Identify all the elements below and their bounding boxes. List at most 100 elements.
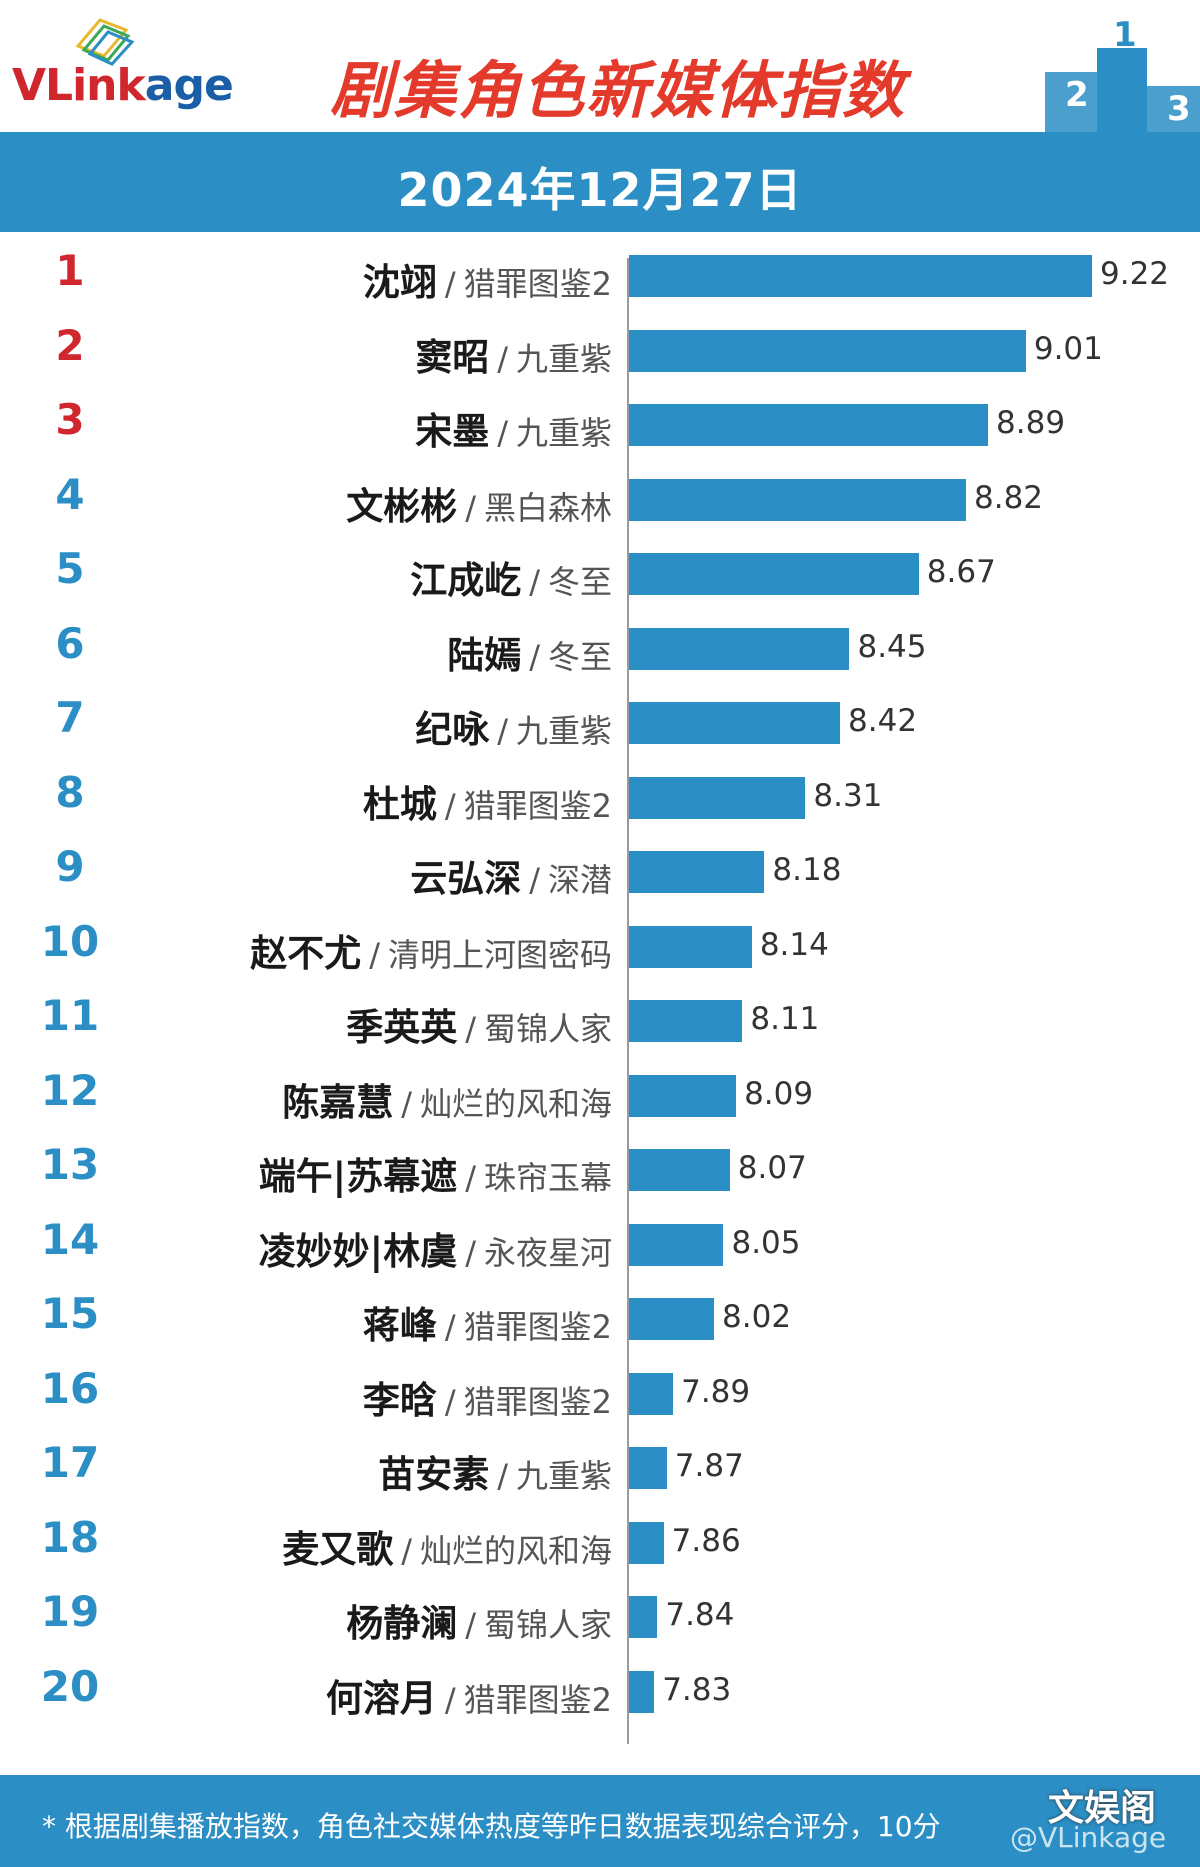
drama-name: 黑白森林	[483, 488, 612, 527]
character-name: 云弘深	[410, 857, 522, 900]
data-label: 8.14	[759, 926, 829, 963]
category-label: 凌妙妙|林虞 / 永夜星河	[259, 1221, 612, 1275]
category-label: 江成屹 / 冬至	[410, 550, 612, 604]
value-bar	[629, 553, 919, 595]
value-bar	[629, 1223, 724, 1266]
character-name: 何溶月	[325, 1676, 437, 1720]
vlinkage-logo: VLinkage	[12, 16, 262, 116]
label-separator: /	[529, 563, 540, 601]
drama-name: 冬至	[547, 637, 612, 676]
rank-number: 14	[40, 1214, 100, 1264]
character-name: 陈嘉慧	[282, 1080, 394, 1124]
value-bar	[629, 1149, 730, 1191]
rank-number: 11	[40, 991, 100, 1040]
character-name: 文彬彬	[346, 484, 458, 528]
drama-name: 深潜	[547, 861, 612, 899]
rank-number: 4	[55, 469, 85, 519]
podium-icon: 2 1 3	[1045, 20, 1200, 132]
value-bar	[629, 627, 850, 670]
drama-name: 永夜星河	[483, 1233, 612, 1272]
chart-row: 6 陆嫣 / 冬至 8.45	[0, 613, 1200, 687]
label-separator: /	[497, 414, 508, 452]
drama-name: 猎罪图鉴2	[463, 786, 612, 825]
character-name: 纪咏	[415, 708, 490, 751]
chart-row: 12 陈嘉慧 / 灿烂的风和海 8.09	[0, 1060, 1200, 1134]
category-label: 蒋峰 / 猎罪图鉴2	[363, 1295, 612, 1349]
rank-number: 20	[40, 1661, 100, 1711]
value-bar	[629, 1447, 667, 1489]
rank-number: 9	[55, 842, 85, 891]
weibo-watermark: @VLinkage	[1010, 1821, 1167, 1854]
data-label: 8.42	[848, 703, 918, 739]
character-name: 杜城	[362, 782, 437, 826]
category-label: 杨静澜 / 蜀锦人家	[346, 1593, 612, 1647]
category-label: 杜城 / 猎罪图鉴2	[363, 774, 612, 828]
rank-number: 6	[55, 618, 85, 668]
value-bar	[629, 404, 989, 446]
label-separator: /	[497, 1457, 508, 1495]
label-separator: /	[529, 637, 540, 676]
drama-name: 猎罪图鉴2	[463, 1680, 612, 1719]
value-bar	[629, 702, 841, 744]
label-separator: /	[444, 265, 456, 303]
data-label: 7.86	[671, 1522, 741, 1559]
label-separator: /	[444, 1680, 456, 1719]
data-label: 8.09	[744, 1075, 814, 1112]
category-label: 陈嘉慧 / 灿烂的风和海	[282, 1072, 612, 1126]
label-separator: /	[465, 488, 476, 527]
category-label: 赵不尤 / 清明上河图密码	[250, 923, 612, 977]
category-label: 文彬彬 / 黑白森林	[346, 476, 612, 530]
drama-name: 蜀锦人家	[483, 1606, 612, 1644]
value-bar	[629, 925, 752, 968]
logo-text-vlink: VLink	[12, 60, 146, 111]
drama-name: 猎罪图鉴2	[463, 265, 612, 303]
label-separator: /	[497, 339, 508, 378]
label-separator: /	[401, 1531, 412, 1570]
data-label: 9.22	[1100, 256, 1170, 292]
value-bar	[629, 851, 765, 893]
data-label: 7.84	[665, 1597, 735, 1633]
label-separator: /	[465, 1010, 476, 1048]
category-label: 苗安素 / 九重紫	[378, 1444, 612, 1498]
value-bar	[629, 1596, 658, 1638]
character-name: 苗安素	[378, 1453, 490, 1496]
chart-row: 20 何溶月 / 猎罪图鉴2 7.83	[0, 1656, 1200, 1730]
character-name: 杨静澜	[346, 1602, 458, 1645]
character-name: 江成屹	[410, 559, 522, 602]
podium-number-2: 2	[1065, 75, 1089, 115]
character-name: 宋墨	[415, 410, 490, 453]
rank-number: 13	[40, 1140, 100, 1189]
drama-name: 九重紫	[515, 712, 612, 750]
drama-name: 九重紫	[515, 1457, 612, 1495]
value-bar	[629, 1521, 664, 1564]
drama-name: 蜀锦人家	[483, 1010, 612, 1048]
character-name: 沈翊	[362, 261, 437, 304]
character-name: 陆嫣	[447, 633, 522, 677]
label-separator: /	[444, 786, 456, 825]
chart-row: 11 季英英 / 蜀锦人家 8.11	[0, 985, 1200, 1059]
value-bar	[629, 1298, 715, 1340]
chart-axis-line	[627, 258, 629, 1744]
drama-name: 灿烂的风和海	[419, 1084, 612, 1123]
footnote: * 根据剧集播放指数，角色社交媒体热度等昨日数据表现综合评分，10分	[42, 1810, 941, 1843]
rank-number: 12	[40, 1065, 100, 1115]
chart-row: 16 李晗 / 猎罪图鉴2 7.89	[0, 1358, 1200, 1432]
value-bar	[629, 1372, 674, 1415]
chart-row: 10 赵不尤 / 清明上河图密码 8.14	[0, 911, 1200, 985]
ranking-bar-chart: 1 沈翊 / 猎罪图鉴2 9.22 2 窦昭 / 九重紫 9.01 3 宋墨 / 九重紫 8.89 4 文彬彬 /…	[0, 240, 1200, 1755]
category-label: 宋墨 / 九重紫	[415, 401, 612, 455]
rank-number: 2	[55, 320, 85, 370]
drama-name: 清明上河图密码	[387, 935, 612, 974]
label-separator: /	[369, 935, 380, 974]
data-label: 7.89	[681, 1373, 751, 1410]
data-label: 8.67	[926, 554, 996, 590]
data-label: 8.05	[731, 1224, 801, 1261]
chart-row: 19 杨静澜 / 蜀锦人家 7.84	[0, 1581, 1200, 1655]
data-label: 8.18	[772, 852, 842, 888]
data-label: 7.83	[662, 1671, 732, 1708]
chart-row: 2 窦昭 / 九重紫 9.01	[0, 315, 1200, 389]
character-name: 凌妙妙|林虞	[258, 1229, 458, 1273]
rank-number: 15	[40, 1289, 100, 1338]
label-separator: /	[529, 861, 540, 899]
rank-number: 8	[55, 767, 85, 817]
